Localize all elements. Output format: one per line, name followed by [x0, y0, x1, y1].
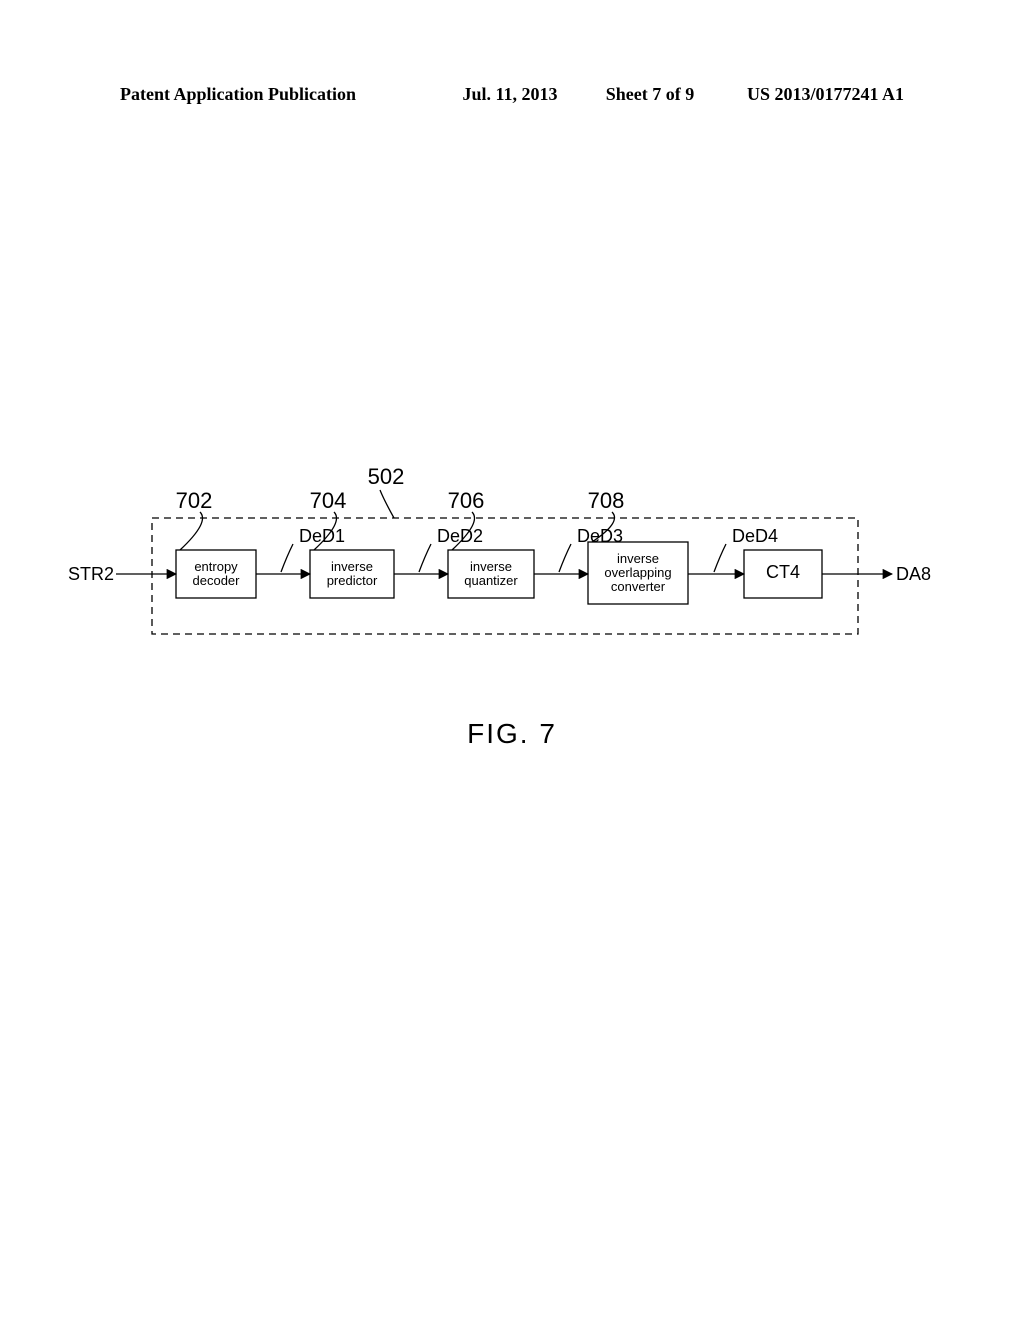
signal-label-3: DeD4 [732, 526, 778, 546]
figure-caption: FIG. 7 [0, 718, 1024, 750]
block-1-line-0: inverse [331, 559, 373, 574]
input-label: STR2 [68, 564, 114, 584]
block-1-line-1: predictor [327, 573, 378, 588]
block-4-line-0: CT4 [766, 562, 800, 582]
block-3-line-0: inverse [617, 551, 659, 566]
block-3-line-2: converter [611, 579, 666, 594]
signal-label-2: DeD3 [577, 526, 623, 546]
signal-leader-0 [281, 544, 293, 572]
container-ref-label: 502 [368, 464, 405, 489]
output-label: DA8 [896, 564, 931, 584]
signal-label-0: DeD1 [299, 526, 345, 546]
container-ref-leader [380, 490, 394, 518]
block-0-ref: 702 [176, 488, 213, 513]
figure-svg: 502entropydecoder702inversepredictor704i… [0, 0, 1024, 1320]
block-0-line-0: entropy [194, 559, 238, 574]
block-3-line-1: overlapping [604, 565, 671, 580]
block-2-line-1: quantizer [464, 573, 518, 588]
signal-leader-1 [419, 544, 431, 572]
signal-leader-3 [714, 544, 726, 572]
signal-label-1: DeD2 [437, 526, 483, 546]
figure-7: 502entropydecoder702inversepredictor704i… [0, 0, 1024, 1320]
block-3-ref: 708 [588, 488, 625, 513]
signal-leader-2 [559, 544, 571, 572]
block-2-line-0: inverse [470, 559, 512, 574]
block-1-ref: 704 [310, 488, 347, 513]
block-0-line-1: decoder [193, 573, 241, 588]
block-2-ref: 706 [448, 488, 485, 513]
